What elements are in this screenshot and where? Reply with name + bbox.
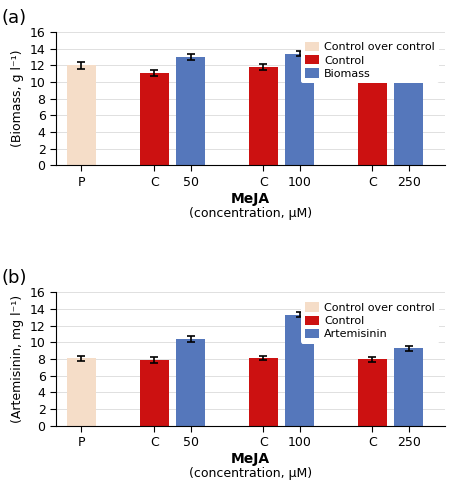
Bar [357, 359, 386, 426]
Bar [175, 339, 205, 426]
Bar [139, 360, 168, 426]
Legend: Control over control, Control, Biomass: Control over control, Control, Biomass [300, 38, 438, 84]
Text: (concentration, µM): (concentration, µM) [189, 207, 311, 220]
Y-axis label: (Artemisinin, mg l⁻¹): (Artemisinin, mg l⁻¹) [11, 295, 24, 423]
Bar [285, 315, 313, 426]
Bar [67, 358, 96, 426]
Bar [175, 57, 205, 166]
Text: (b): (b) [1, 269, 27, 287]
Bar [393, 348, 422, 426]
Bar [139, 73, 168, 166]
Text: MeJA: MeJA [230, 192, 270, 206]
Legend: Control over control, Control, Artemisinin: Control over control, Control, Artemisin… [300, 298, 438, 344]
Text: (a): (a) [1, 8, 27, 26]
Text: (concentration, µM): (concentration, µM) [189, 467, 311, 480]
Bar [248, 67, 277, 166]
Bar [248, 358, 277, 426]
Bar [357, 76, 386, 166]
Bar [285, 54, 313, 166]
Bar [393, 61, 422, 166]
Y-axis label: (Biomass, g l⁻¹): (Biomass, g l⁻¹) [11, 50, 24, 148]
Text: MeJA: MeJA [230, 452, 270, 466]
Bar [67, 66, 96, 166]
